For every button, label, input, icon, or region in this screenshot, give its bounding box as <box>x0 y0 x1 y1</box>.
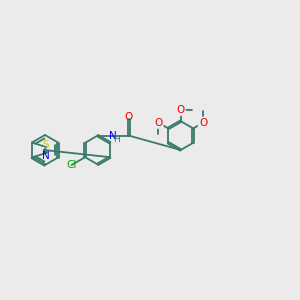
Text: N: N <box>42 151 50 160</box>
Text: S: S <box>42 140 49 150</box>
Text: O: O <box>177 105 185 115</box>
Text: O: O <box>154 118 163 128</box>
Text: O: O <box>125 112 133 122</box>
Text: H: H <box>113 135 120 144</box>
Text: O: O <box>199 118 207 128</box>
Text: Cl: Cl <box>66 160 77 170</box>
Text: N: N <box>109 130 117 141</box>
